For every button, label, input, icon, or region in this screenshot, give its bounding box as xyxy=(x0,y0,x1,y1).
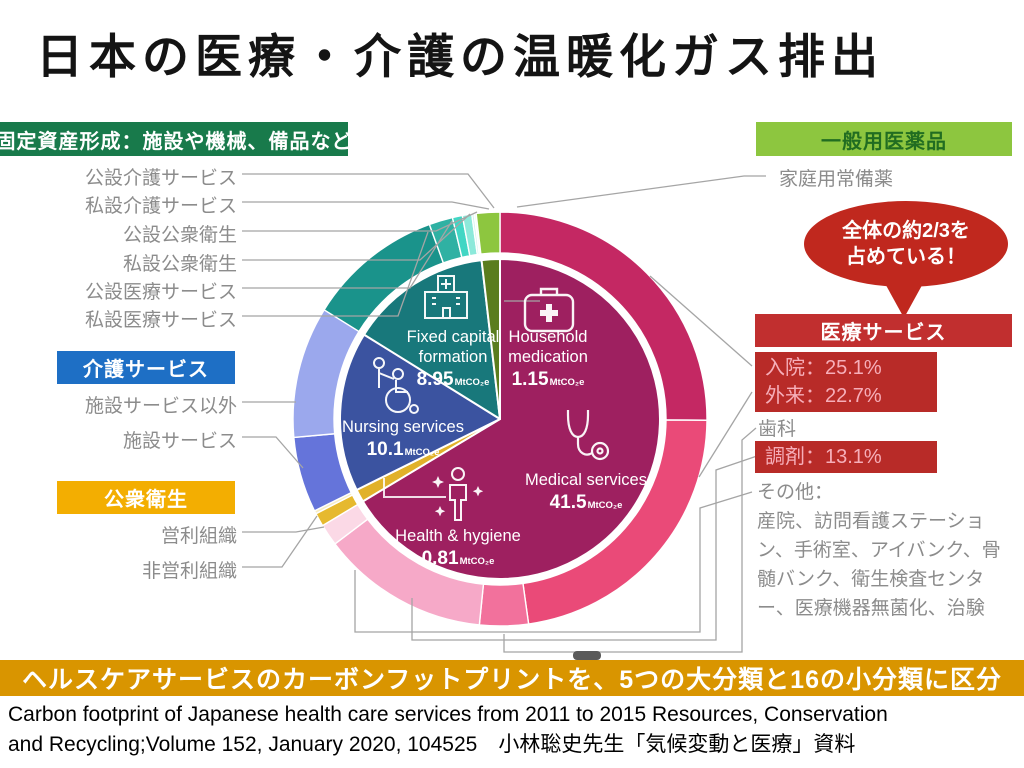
label-dental: 歯科 xyxy=(758,419,797,440)
figure-handle xyxy=(573,651,601,660)
speech-bubble-tail xyxy=(882,278,926,318)
hygiene-person-icon xyxy=(432,467,484,521)
label-non-facility-services: 施設サービス以外 xyxy=(84,396,237,417)
household-medication-slice-label: Household medication 1.15MtCO₂e xyxy=(508,328,588,390)
stat-inpatient: 入院：25.1% xyxy=(765,357,882,379)
speech-bubble: 全体の約2/3を 占めている！ xyxy=(804,201,1008,287)
label-public-nursing-capital: 公設介護サービス xyxy=(84,168,237,189)
speech-bubble-line1: 全体の約2/3を xyxy=(842,220,970,242)
hospital-icon xyxy=(424,275,468,319)
label-private-health-capital: 私設公衆衛生 xyxy=(122,254,237,275)
stat-outpatient: 外来：22.7% xyxy=(765,385,882,407)
label-for-profit: 営利組織 xyxy=(160,526,237,547)
stat-pharmacy: 調剤：13.1% xyxy=(755,441,937,473)
otc-header: 一般用医薬品 xyxy=(756,122,1012,156)
citation-line2: and Recycling;Volume 152, January 2020, … xyxy=(8,733,856,756)
label-facility-services: 施設サービス xyxy=(122,431,237,452)
label-public-medical-capital: 公設医療サービス xyxy=(84,282,237,303)
fixed-capital-slice-label: Fixed capital formation 8.95MtCO₂e xyxy=(406,328,500,390)
citation-line1: Carbon footprint of Japanese health care… xyxy=(8,703,888,726)
wheelchair-icon xyxy=(373,357,419,414)
nursing-slice-label: Nursing services 10.1MtCO₂e xyxy=(342,418,464,460)
label-non-profit: 非営利組織 xyxy=(141,561,237,582)
medical-slice-label: Medical services 41.5MtCO₂e xyxy=(525,471,647,513)
first-aid-kit-icon xyxy=(523,287,575,333)
label-public-health-capital: 公設公衆衛生 xyxy=(122,225,237,246)
bottom-banner: ヘルスケアサービスのカーボンフットプリントを、5つの大分類と16の小分類に区分 xyxy=(0,660,1024,696)
nursing-header: 介護サービス xyxy=(57,351,235,384)
stethoscope-icon xyxy=(566,410,610,461)
others-title: その他： xyxy=(757,482,834,503)
others-body: 産院、訪問看護ステーション、手術室、アイバンク、骨髄バンク、衛生検査センター、医… xyxy=(757,511,1001,619)
label-household-otc: 家庭用常備薬 xyxy=(779,169,894,190)
page-title: 日本の医療・介護の温暖化ガス排出 xyxy=(36,30,884,83)
medical-stats-box: 入院：25.1% 外来：22.7% xyxy=(755,352,937,412)
others-block: その他： 産院、訪問看護ステーション、手術室、アイバンク、骨髄バンク、衛生検査セ… xyxy=(757,478,1007,623)
medical-services-header: 医療サービス xyxy=(755,314,1012,347)
label-private-medical-capital: 私設医療サービス xyxy=(84,310,237,331)
health-hygiene-slice-label: Health & hygiene 0.81MtCO₂e xyxy=(395,527,521,569)
speech-bubble-line2: 占めている！ xyxy=(846,246,966,268)
public-health-header: 公衆衛生 xyxy=(57,481,235,514)
fixed-capital-header: 固定資産形成：施設や機械、備品など xyxy=(0,122,352,156)
citation: Carbon footprint of Japanese health care… xyxy=(8,700,1018,760)
label-private-nursing-capital: 私設介護サービス xyxy=(84,196,237,217)
